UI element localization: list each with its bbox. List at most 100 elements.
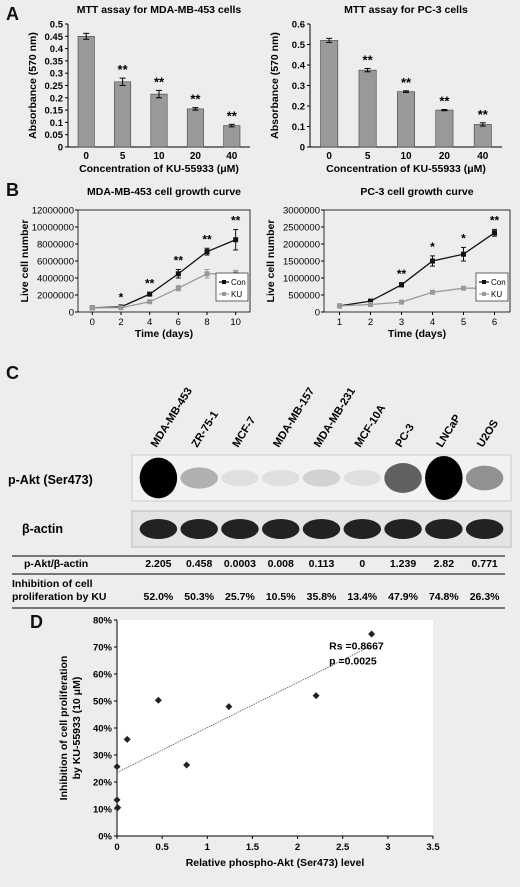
ratio-value: 0.771	[471, 558, 497, 570]
data-point	[312, 692, 320, 700]
x-axis-label: Time (days)	[388, 328, 446, 340]
annotation-rs: Rs =0.8667	[329, 641, 384, 653]
significance-marker: **	[397, 267, 407, 281]
y-tick-label: 0.4	[292, 61, 306, 72]
ratio-value: 2.82	[434, 558, 455, 570]
y-tick-label: 1500000	[283, 257, 320, 268]
bar	[358, 69, 377, 148]
data-point	[233, 237, 239, 243]
data-point	[399, 299, 404, 305]
y-tick-label: 0.1	[50, 118, 64, 129]
pakt-band	[139, 457, 178, 499]
y-tick-label: 50%	[93, 697, 113, 708]
data-point	[147, 291, 153, 297]
y-tick-label: 8000000	[37, 240, 74, 251]
significance-marker: **	[154, 74, 165, 89]
bar	[397, 91, 415, 148]
growth-curve-pc-3: PC-3 cell growth curve 0 500000 1000000 1500…	[265, 186, 511, 340]
data-point	[399, 282, 404, 288]
chart-title: MTT assay for PC-3 cells	[344, 4, 468, 16]
data-point	[123, 735, 131, 743]
western-blot-table: MDA-MB-453 2.205 52.0% ZR-75-1 0.458 50.3% MCF…	[8, 386, 512, 609]
legend-marker	[482, 280, 486, 284]
legend-label: KU	[491, 290, 502, 299]
y-tick-label: 0.45	[45, 32, 64, 43]
data-point	[225, 703, 233, 711]
ratio-value: 0.113	[309, 558, 335, 570]
y-tick-label: 4000000	[37, 274, 74, 285]
x-tick-label: 0	[83, 151, 89, 162]
lane-label: LNCaP	[434, 413, 463, 450]
data-point	[204, 271, 210, 277]
data-point	[113, 796, 121, 804]
legend-box	[215, 272, 249, 302]
x-axis-label: Concentration of KU-55933 (μM)	[326, 163, 486, 175]
y-tick-label: 2000000	[37, 291, 74, 302]
series-line	[339, 232, 495, 307]
data-point	[113, 763, 121, 771]
inhibition-value: 25.7%	[225, 591, 255, 603]
significance-marker: *	[430, 240, 435, 254]
significance-marker: **	[490, 213, 500, 227]
x-axis-label: Concentration of KU-55933 (μM)	[79, 163, 239, 175]
data-point	[461, 251, 466, 257]
y-tick-label: 0.2	[292, 102, 305, 113]
ratio-value: 0.0003	[224, 558, 256, 570]
y-tick-label: 0.6	[292, 20, 305, 31]
inhibition-value: 35.8%	[307, 591, 337, 603]
mtt-chart-pc-3: MTT assay for PC-3 cells 0 0.1 0.2 0.3 0.4 0.5…	[269, 4, 502, 175]
data-point	[368, 302, 373, 308]
data-point	[175, 285, 181, 291]
y-tick-label: 0%	[98, 832, 112, 843]
actin-band	[425, 519, 463, 539]
actin-band	[343, 519, 382, 539]
x-tick-label: 1	[205, 842, 211, 853]
actin-band	[384, 519, 422, 539]
x-tick-label: 3.5	[426, 842, 440, 853]
x-tick-label: 5	[461, 317, 466, 328]
data-point	[430, 289, 435, 295]
pakt-band	[384, 463, 422, 493]
data-point	[461, 285, 466, 291]
data-point	[337, 303, 342, 309]
significance-marker: **	[363, 52, 374, 67]
inhibition-value: 52.0%	[143, 591, 173, 603]
blot-label-pakt: p-Akt (Ser473)	[8, 473, 93, 487]
y-axis-label: Live cell number	[265, 220, 277, 303]
y-tick-label: 10%	[93, 805, 113, 816]
significance-marker: **	[174, 254, 184, 268]
y-tick-label: 0.3	[50, 69, 63, 80]
legend-label: KU	[231, 290, 242, 299]
x-tick-label: 10	[230, 317, 241, 328]
series-line	[92, 273, 236, 309]
significance-marker: **	[401, 75, 412, 90]
y-tick-label: 0.3	[292, 81, 305, 92]
bar	[435, 109, 454, 148]
x-axis-label: Time (days)	[135, 328, 193, 340]
significance-marker: *	[461, 231, 466, 245]
legend-label: Con	[231, 278, 246, 287]
y-tick-label: 0.1	[292, 122, 306, 133]
y-tick-label: 0.4	[50, 44, 64, 55]
series-line	[339, 287, 495, 307]
chart-title: MTT assay for MDA-MB-453 cells	[77, 4, 242, 16]
y-tick-label: 0.5	[292, 40, 306, 51]
y-tick-label: 500000	[288, 291, 320, 302]
y-tick-label: 0.05	[45, 130, 64, 141]
y-tick-label: 30%	[93, 751, 113, 762]
x-tick-label: 1.5	[246, 842, 260, 853]
y-tick-label: 2500000	[283, 223, 320, 234]
panel-letter-d: D	[30, 612, 43, 632]
plot-area	[117, 620, 433, 836]
x-axis-label: Relative phospho-Akt (Ser473) level	[186, 857, 365, 869]
x-tick-label: 0	[326, 151, 332, 162]
legend-marker	[222, 292, 226, 296]
y-axis-label-line1: Inhibition of cell proliferation	[58, 656, 70, 801]
x-tick-label: 1	[337, 317, 342, 328]
x-tick-label: 3	[399, 317, 404, 328]
y-tick-label: 80%	[93, 616, 113, 627]
legend-box	[475, 272, 509, 302]
panel-letter-a: A	[6, 4, 19, 24]
pakt-band	[465, 465, 504, 491]
y-tick-label: 0.25	[45, 81, 64, 92]
